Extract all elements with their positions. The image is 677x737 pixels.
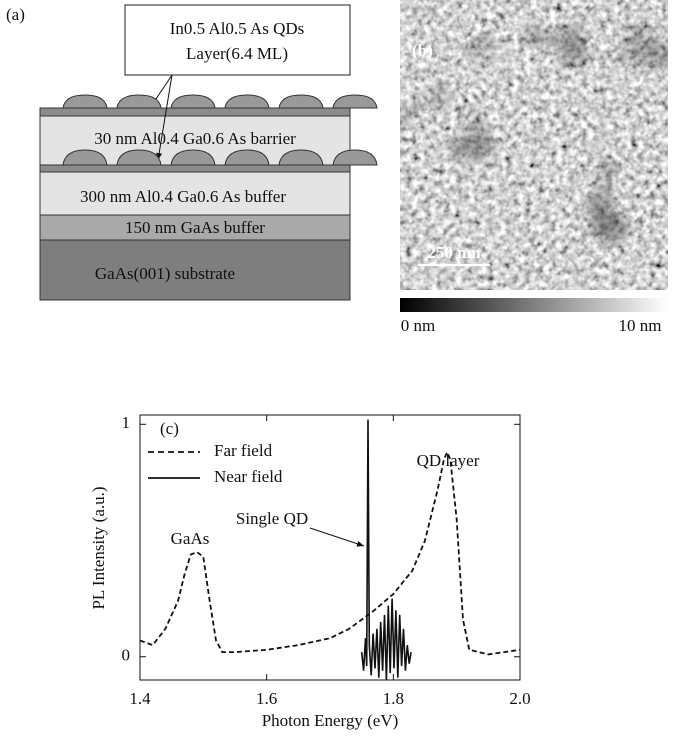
series-line xyxy=(360,419,412,681)
quantum-dot xyxy=(116,94,162,109)
panel-label: (b) xyxy=(412,41,433,60)
quantum-dot xyxy=(62,149,108,166)
legend-label: Far field xyxy=(214,441,273,460)
colorbar-label: 10 nm xyxy=(619,316,662,335)
layer-label: 30 nm Al0.4 Ga0.6 As barrier xyxy=(94,129,296,148)
series-line xyxy=(139,450,521,656)
layer-label: 300 nm Al0.4 Ga0.6 As buffer xyxy=(80,187,286,206)
colorbar-label: 0 nm xyxy=(401,316,435,335)
quantum-dot xyxy=(278,149,324,166)
y-axis-label: PL Intensity (a.u.) xyxy=(89,486,108,609)
quantum-dot xyxy=(224,149,270,166)
colorbar xyxy=(400,298,668,312)
callout-box xyxy=(124,4,351,76)
layer-label: GaAs(001) substrate xyxy=(95,264,235,283)
arrow xyxy=(309,527,365,547)
afm-shade xyxy=(400,0,668,290)
quantum-dot xyxy=(62,94,108,109)
callout-text: In0.5 Al0.5 As QDs xyxy=(170,19,305,38)
wetting-layer xyxy=(39,107,351,117)
x-tick-label: 2.0 xyxy=(509,689,530,708)
quantum-dot xyxy=(170,94,216,109)
y-tick-label: 1 xyxy=(122,413,131,432)
legend-label: Near field xyxy=(214,467,283,486)
quantum-dot xyxy=(278,94,324,109)
layer xyxy=(39,214,351,241)
annotation: GaAs xyxy=(171,529,210,548)
scale-bar-label: 250 nm xyxy=(427,243,480,262)
annotation: QD layer xyxy=(417,451,480,470)
panel-label: (c) xyxy=(160,419,179,438)
layer-label: 150 nm GaAs buffer xyxy=(125,218,265,237)
arrow xyxy=(156,74,173,161)
wetting-layer xyxy=(39,164,351,173)
quantum-dot xyxy=(332,94,378,109)
y-tick-label: 0 xyxy=(122,646,131,665)
x-tick-label: 1.4 xyxy=(129,689,151,708)
quantum-dot xyxy=(116,149,162,166)
layer xyxy=(39,171,351,216)
panel-label: (a) xyxy=(6,5,25,24)
layer xyxy=(39,239,351,301)
annotation: Single QD xyxy=(236,509,308,528)
x-tick-label: 1.8 xyxy=(383,689,404,708)
quantum-dot xyxy=(170,149,216,166)
x-axis-label: Photon Energy (eV) xyxy=(262,711,399,730)
callout-text: Layer(6.4 ML) xyxy=(186,44,288,63)
quantum-dot xyxy=(332,149,378,166)
x-tick-label: 1.6 xyxy=(256,689,277,708)
plot-frame xyxy=(139,414,521,681)
quantum-dot xyxy=(224,94,270,109)
